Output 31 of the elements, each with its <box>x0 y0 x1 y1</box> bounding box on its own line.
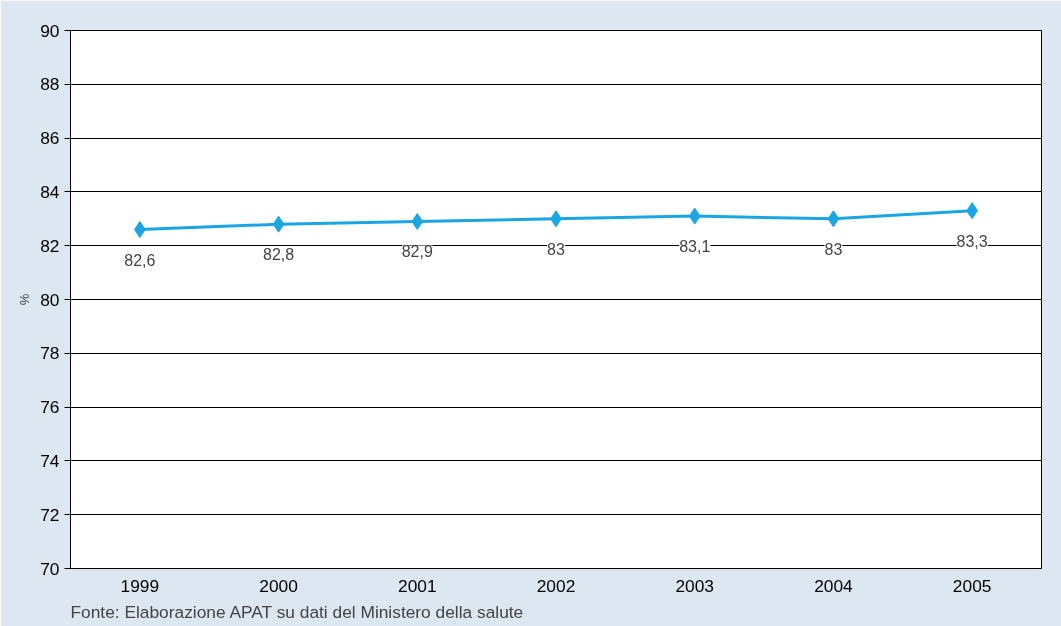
y-tick-label: 80 <box>40 289 60 310</box>
y-tick-label: 84 <box>40 181 60 202</box>
data-label: 83,3 <box>956 232 988 250</box>
data-label: 83,1 <box>679 238 711 256</box>
point <box>688 207 701 225</box>
y-tick-label: 82 <box>40 235 60 256</box>
data-label: 83 <box>547 240 565 258</box>
y-tick-label: 74 <box>40 450 60 471</box>
data-label: 82,6 <box>124 251 156 269</box>
y-axis-title: % <box>17 293 33 306</box>
point <box>827 210 840 228</box>
y-tick-label: 70 <box>40 558 60 579</box>
y-tick-label: 76 <box>40 397 60 418</box>
x-tick-label: 2004 <box>814 575 854 596</box>
point <box>411 212 424 230</box>
x-tick-label: 2000 <box>259 575 298 596</box>
y-tick-label: 86 <box>40 128 60 149</box>
data-label: 82,8 <box>263 246 295 264</box>
data-label: 82,9 <box>401 243 433 261</box>
x-tick-label: 2001 <box>398 575 437 596</box>
y-tick-label: 88 <box>40 74 60 95</box>
x-tick-label: 2002 <box>536 575 576 596</box>
y-tick-label: 78 <box>40 343 60 364</box>
data-label: 83 <box>824 240 843 258</box>
point <box>272 215 285 233</box>
x-tick-label: 1999 <box>120 575 160 596</box>
y-tick-label: 90 <box>40 20 60 41</box>
source-note: Fonte: Elaborazione APAT su dati del Ministero della salute <box>70 601 524 622</box>
y-tick-label: 72 <box>40 504 60 525</box>
x-tick-label: 2005 <box>952 575 992 596</box>
x-tick-label: 2003 <box>675 575 714 596</box>
